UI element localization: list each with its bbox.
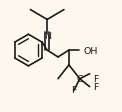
Text: N: N bbox=[44, 31, 51, 40]
Text: F: F bbox=[94, 74, 99, 83]
Text: F: F bbox=[94, 82, 99, 91]
Text: C: C bbox=[76, 75, 83, 83]
Text: F: F bbox=[71, 85, 76, 94]
Text: OH: OH bbox=[84, 46, 98, 55]
